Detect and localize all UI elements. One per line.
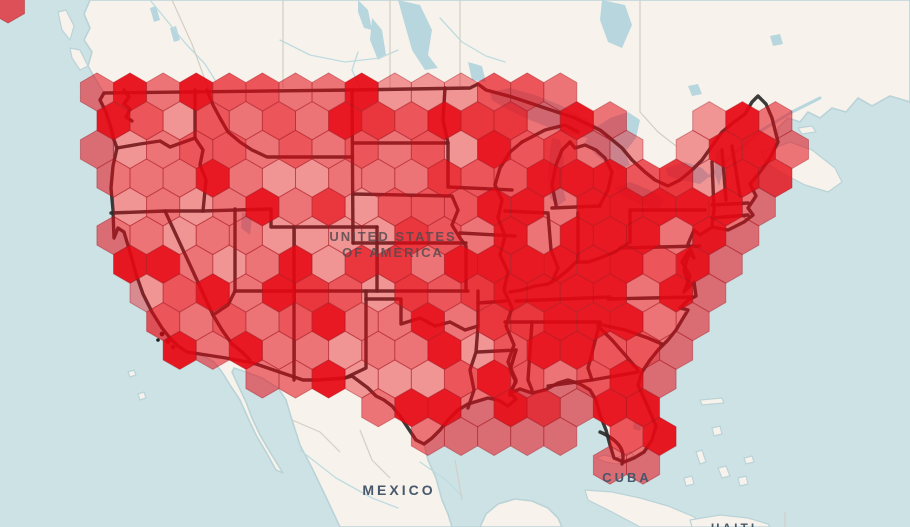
hex-cell[interactable] [543,301,578,342]
hex-cell[interactable] [278,129,313,170]
hex-cell[interactable] [510,416,545,457]
hex-cell[interactable] [245,301,280,342]
hex-cell[interactable] [609,301,644,342]
hex-cell[interactable] [675,301,710,342]
hex-cell[interactable] [146,72,181,112]
lake-of-the-woods [468,62,486,82]
hex-cell[interactable] [79,72,114,112]
hex-cell[interactable] [377,301,412,342]
hex-cell[interactable] [245,359,280,399]
us-label-line2: OF AMERICA [342,245,444,260]
hex-cell[interactable] [0,0,25,24]
hispaniola-island [689,514,771,527]
hexbin-overlay [0,0,809,485]
hex-cell[interactable] [212,72,247,112]
hex-cell[interactable] [113,244,147,284]
channel-islands [127,369,147,401]
hex-cell[interactable] [444,72,478,112]
hex-cell[interactable] [642,301,677,342]
hex-cell[interactable] [477,72,512,112]
hex-cell[interactable] [146,301,181,342]
admin-borders [171,0,786,527]
hex-cell[interactable] [278,359,313,399]
us-label-line1: UNITED STATES [329,229,456,244]
hex-cell[interactable] [212,301,247,342]
hex-cell[interactable] [477,301,512,342]
hex-cell[interactable] [626,445,661,485]
hex-cell[interactable] [261,158,296,198]
hex-cell[interactable] [179,301,214,342]
hex-cell[interactable] [278,187,313,227]
lake-nipigon [600,0,632,48]
hex-cell[interactable] [344,72,379,112]
hex-cell[interactable] [328,273,363,313]
hex-cell[interactable] [592,101,627,141]
hex-cell[interactable] [477,416,512,457]
hex-cell[interactable] [692,273,727,313]
hex-cell[interactable] [510,301,545,342]
prince-edward-island [797,125,817,135]
mexico-label: MEXICO [362,482,435,498]
hex-cell[interactable] [410,416,445,457]
hex-cell[interactable] [228,158,263,198]
hex-cell[interactable] [725,215,760,256]
hex-cell[interactable] [410,301,445,342]
hex-cell[interactable] [278,72,313,112]
bahamas-islands [683,397,755,487]
hex-cell[interactable] [444,301,478,342]
hex-cell[interactable] [179,72,214,112]
lake-winnipeg [398,0,438,70]
hex-cell[interactable] [659,158,694,198]
haiti-label: HAITI [711,521,757,527]
lake-winnipegosis [358,0,372,30]
cuba-label: CUBA [602,470,652,485]
hex-cell[interactable] [377,72,412,112]
hex-cell[interactable] [510,72,545,112]
lake-manitoba [370,18,386,60]
hex-cell[interactable] [444,416,478,457]
pacific-coast-islands [57,9,89,71]
hex-cell[interactable] [295,215,330,256]
hex-cell[interactable] [344,301,379,342]
map-labels: UNITED STATES OF AMERICA MEXICO CUBA HAI… [329,229,757,527]
hex-cell[interactable] [410,72,445,112]
hex-cell[interactable] [758,158,793,198]
hex-cell[interactable] [311,359,346,399]
hex-cell[interactable] [278,301,313,342]
hex-cell[interactable] [113,72,147,112]
hex-cell[interactable] [245,72,280,112]
hex-cell[interactable] [543,72,578,112]
hex-cell[interactable] [311,301,346,342]
hex-cell[interactable] [344,187,379,227]
hex-cell[interactable] [311,72,346,112]
hex-cell[interactable] [576,301,611,342]
hex-cell[interactable] [543,416,578,457]
hex-cell[interactable] [311,187,346,227]
